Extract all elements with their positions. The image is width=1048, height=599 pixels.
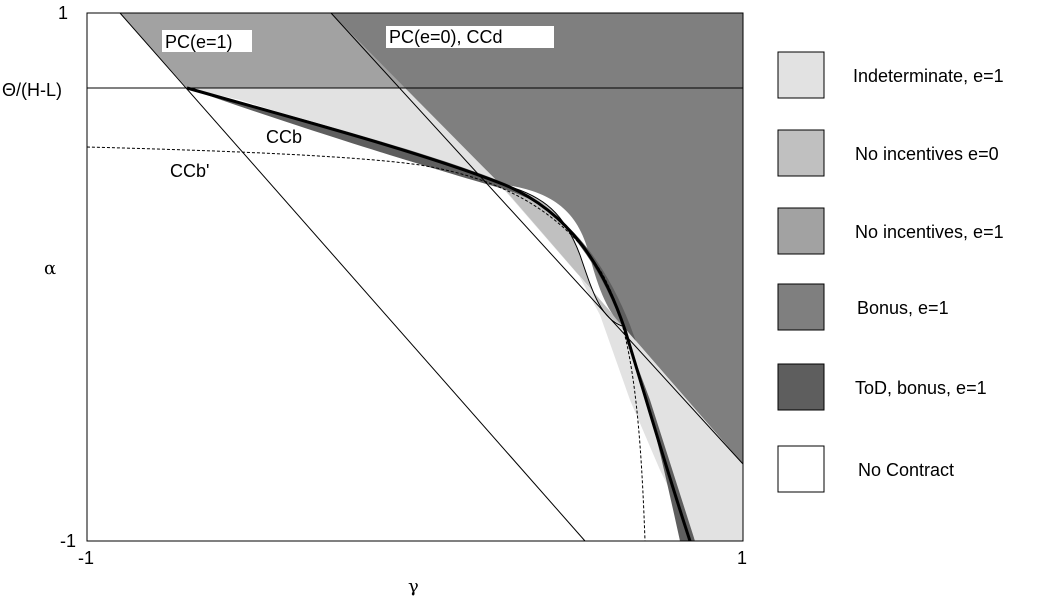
pc-e1-label-bg	[162, 30, 252, 52]
legend-swatch	[777, 207, 825, 255]
legend-swatch	[777, 445, 825, 493]
ccb-prime-curve	[86, 146, 646, 542]
ccb-curve	[186, 86, 692, 542]
legend: Indeterminate, e=1 No incentives e=0 No …	[777, 51, 1004, 493]
no-incentives-e0-region	[500, 184, 622, 325]
x-max-label: 1	[737, 548, 747, 568]
indeterminate-lower-region	[622, 325, 743, 541]
legend-label: No incentives e=0	[855, 144, 999, 164]
y-min-label: -1	[60, 531, 76, 551]
pc-e0-ccd-label: PC(e=0), CCd	[389, 27, 503, 47]
legend-swatch	[777, 283, 825, 331]
pc-e1-label: PC(e=1)	[165, 32, 233, 52]
x-min-label: -1	[78, 548, 94, 568]
bonus-region	[331, 13, 743, 464]
plot-area	[86, 12, 744, 542]
legend-item-indeterminate: Indeterminate, e=1	[777, 51, 1004, 99]
legend-item-no-contract: No Contract	[777, 445, 954, 493]
lens-boundary-curve	[499, 183, 623, 327]
legend-label: Indeterminate, e=1	[853, 66, 1004, 86]
pc-e0-label-bg	[386, 26, 554, 48]
legend-item-no-incentives-e0: No incentives e=0	[777, 129, 999, 177]
y-axis-symbol: α	[44, 258, 56, 279]
legend-label: ToD, bonus, e=1	[855, 378, 987, 398]
legend-item-tod-bonus: ToD, bonus, e=1	[777, 363, 987, 411]
ccb-label: CCb	[266, 127, 302, 147]
y-threshold-label: Θ/(H-L)	[2, 80, 62, 100]
ccb-prime-label: CCb'	[170, 161, 209, 181]
legend-swatch	[777, 51, 825, 99]
legend-swatch	[777, 363, 825, 411]
plot-frame	[86, 12, 744, 542]
legend-label: No incentives, e=1	[855, 222, 1004, 242]
legend-label: No Contract	[858, 460, 954, 480]
legend-label: Bonus, e=1	[857, 298, 949, 318]
x-axis-symbol: γ	[408, 576, 419, 597]
y-max-label: 1	[58, 3, 68, 23]
pc-e1-line	[119, 12, 586, 542]
legend-swatch	[777, 129, 825, 177]
legend-item-bonus: Bonus, e=1	[777, 283, 949, 331]
legend-item-no-incentives-e1: No incentives, e=1	[777, 207, 1004, 255]
